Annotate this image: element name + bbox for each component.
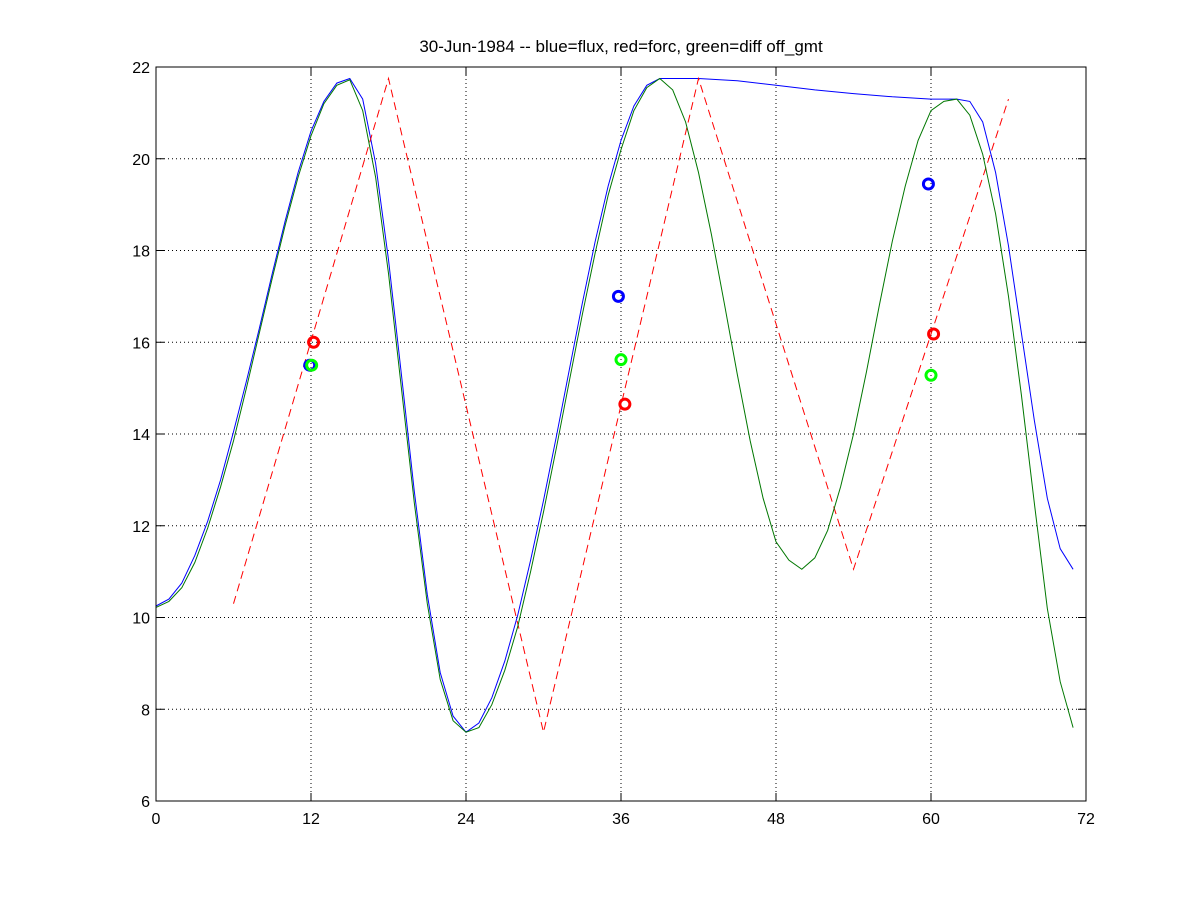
x-tick-label: 12 xyxy=(302,811,320,828)
y-tick-label: 16 xyxy=(132,335,150,352)
y-tick-label: 12 xyxy=(132,519,150,536)
y-tick-label: 10 xyxy=(132,611,150,628)
grid-lines xyxy=(156,67,1086,801)
series-line-2 xyxy=(233,76,1009,733)
series-layer xyxy=(155,76,1074,733)
x-tick-label: 48 xyxy=(767,811,785,828)
x-tick-label: 0 xyxy=(152,811,161,828)
y-tick-label: 6 xyxy=(141,794,150,811)
marker-layer xyxy=(303,177,941,411)
x-tick-label: 36 xyxy=(612,811,630,828)
circle-marker xyxy=(921,177,935,191)
y-tick-label: 22 xyxy=(132,60,150,77)
x-tick-label: 72 xyxy=(1077,811,1095,828)
circle-marker xyxy=(611,289,625,303)
y-tick-label: 20 xyxy=(132,152,150,169)
y-tick-label: 18 xyxy=(132,244,150,261)
x-tick-label: 60 xyxy=(922,811,940,828)
circle-marker xyxy=(927,327,941,341)
chart-title: 30-Jun-1984 -- blue=flux, red=forc, gree… xyxy=(419,37,823,56)
circle-marker xyxy=(618,397,632,411)
axis-ticks: 0 12 24 36 48 60 72 6 8 10 12 14 16 18 20 22 xyxy=(132,60,1095,828)
series-line-1 xyxy=(155,77,1074,733)
y-tick-label: 14 xyxy=(132,427,150,444)
circle-marker xyxy=(305,358,319,372)
circle-marker xyxy=(614,353,628,367)
series-line-3 xyxy=(155,77,1074,733)
circle-marker xyxy=(924,368,938,382)
x-tick-label: 24 xyxy=(457,811,475,828)
y-tick-label: 8 xyxy=(141,702,150,719)
circle-marker xyxy=(307,335,321,349)
